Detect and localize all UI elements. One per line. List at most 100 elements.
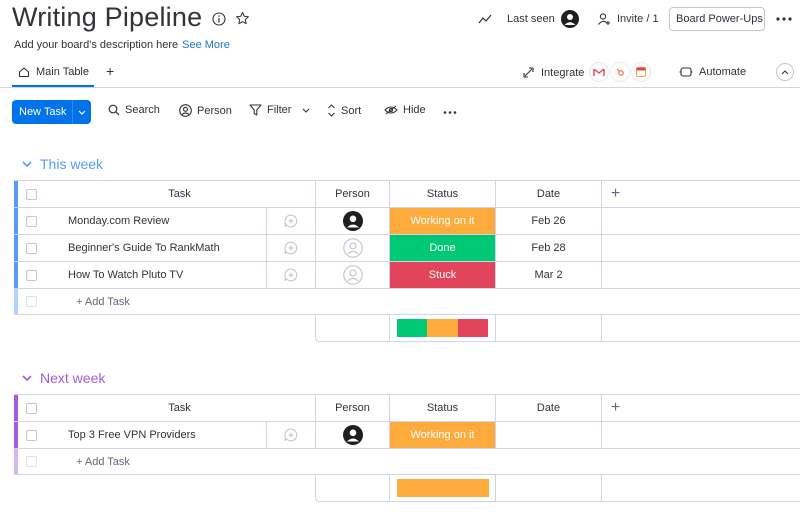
status-cell[interactable]: Stuck [389, 262, 495, 288]
status-label[interactable]: Done [390, 235, 495, 261]
column-header-task[interactable]: Task [168, 402, 191, 414]
board-power-ups-button[interactable]: Board Power-Ups [669, 7, 765, 31]
hide-button[interactable]: Hide [384, 104, 426, 116]
select-all-cell[interactable] [18, 181, 44, 207]
status-segment [427, 319, 458, 337]
board-title[interactable]: Writing Pipeline [12, 2, 203, 32]
status-cell[interactable]: Done [389, 235, 495, 261]
task-name[interactable]: How To Watch Pluto TV [68, 269, 184, 281]
person-cell[interactable] [315, 235, 389, 261]
add-view-button[interactable]: + [106, 63, 115, 79]
table-row[interactable]: Monday.com Review Working on it Feb 26 [14, 208, 800, 235]
search-button[interactable]: Search [108, 104, 160, 116]
status-label[interactable]: Stuck [390, 262, 495, 288]
status-cell[interactable]: Working on it [389, 422, 495, 448]
more-options-icon[interactable] [776, 17, 792, 21]
date-cell[interactable]: Mar 2 [495, 262, 601, 288]
add-task-row[interactable]: + Add Task [14, 289, 800, 315]
group-next-week-header[interactable]: Next week [22, 370, 105, 386]
add-update-button[interactable] [266, 235, 315, 261]
add-update-button[interactable] [266, 208, 315, 234]
collapse-header-button[interactable] [776, 63, 794, 81]
person-cell[interactable] [315, 208, 389, 234]
task-name[interactable]: Monday.com Review [68, 215, 170, 227]
column-header-date[interactable]: Date [495, 181, 601, 207]
column-header-person[interactable]: Person [315, 181, 389, 207]
add-task-row[interactable]: + Add Task [14, 449, 800, 475]
chevron-down-icon[interactable] [22, 375, 32, 381]
date-cell[interactable]: Feb 28 [495, 235, 601, 261]
person-cell[interactable] [315, 262, 389, 288]
table-row[interactable]: Beginner's Guide To RankMath Done Feb 28 [14, 235, 800, 262]
invite-button[interactable]: Invite / 1 [597, 12, 659, 26]
status-distribution-bar[interactable] [396, 479, 489, 497]
toolbar-more-icon[interactable] [443, 111, 457, 114]
group-color-bar-light [14, 288, 18, 315]
empty-cell [601, 262, 800, 288]
add-column-button[interactable]: + [601, 181, 629, 207]
add-task-input[interactable]: + Add Task [76, 455, 130, 468]
checkbox[interactable] [25, 242, 37, 254]
chevron-down-icon[interactable] [302, 108, 310, 113]
add-column-button[interactable]: + [601, 395, 629, 421]
status-summary-cell[interactable] [389, 315, 495, 341]
column-header-date[interactable]: Date [495, 395, 601, 421]
person-cell[interactable] [315, 422, 389, 448]
last-seen-button[interactable]: Last seen [507, 10, 579, 28]
person-filter-button[interactable]: Person [179, 104, 232, 117]
checkbox[interactable] [25, 188, 37, 200]
date-cell[interactable] [495, 422, 601, 448]
board-description[interactable]: Add your board's description here See Mor… [14, 39, 230, 51]
empty-cell [601, 208, 800, 234]
status-cell[interactable]: Working on it [389, 208, 495, 234]
checkbox[interactable] [25, 429, 37, 441]
sort-button[interactable]: Sort [327, 104, 361, 117]
search-icon [108, 104, 120, 116]
status-distribution-bar[interactable] [396, 319, 489, 337]
row-select-cell[interactable] [18, 235, 44, 261]
select-all-cell[interactable] [18, 395, 44, 421]
task-name[interactable]: Beginner's Guide To RankMath [68, 242, 220, 254]
row-select-cell[interactable] [18, 208, 44, 234]
filter-button[interactable]: Filter [249, 104, 310, 116]
add-update-button[interactable] [266, 262, 315, 288]
group-title[interactable]: This week [40, 156, 104, 172]
star-icon[interactable] [235, 11, 250, 26]
group-this-week-header[interactable]: This week [22, 156, 103, 172]
column-header-status[interactable]: Status [389, 395, 495, 421]
user-avatar-icon [342, 425, 363, 445]
column-header-status[interactable]: Status [389, 181, 495, 207]
filter-label: Filter [267, 104, 292, 116]
automate-label: Automate [699, 66, 747, 78]
date-cell[interactable]: Feb 26 [495, 208, 601, 234]
activity-icon[interactable] [478, 13, 492, 25]
group-title[interactable]: Next week [40, 370, 106, 386]
table-row[interactable]: How To Watch Pluto TV Stuck Mar 2 [14, 262, 800, 289]
column-header-person[interactable]: Person [315, 395, 389, 421]
add-task-input[interactable]: + Add Task [76, 295, 130, 308]
chevron-down-icon[interactable] [22, 161, 32, 167]
integrate-button[interactable]: Integrate [522, 66, 584, 79]
status-summary-cell[interactable] [389, 475, 495, 501]
automate-button[interactable]: Automate [679, 66, 746, 78]
row-select-cell[interactable] [18, 262, 44, 288]
task-name[interactable]: Top 3 Free VPN Providers [68, 429, 196, 441]
new-task-button[interactable]: New Task [12, 100, 91, 124]
checkbox [25, 296, 37, 307]
column-header-task[interactable]: Task [168, 188, 191, 200]
see-more-link[interactable]: See More [182, 39, 230, 51]
tab-main-table[interactable]: Main Table [18, 66, 89, 78]
checkbox[interactable] [25, 402, 37, 414]
table-row[interactable]: Top 3 Free VPN Providers Working on it [14, 422, 800, 449]
chevron-down-icon[interactable] [73, 110, 91, 115]
checkbox[interactable] [25, 215, 37, 227]
row-select-cell [18, 449, 44, 474]
status-segment [457, 319, 489, 337]
checkbox[interactable] [25, 269, 37, 281]
status-label[interactable]: Working on it [390, 208, 495, 234]
status-label[interactable]: Working on it [390, 422, 495, 448]
tab-main-table-label: Main Table [36, 66, 89, 78]
row-select-cell[interactable] [18, 422, 44, 448]
info-icon[interactable] [212, 12, 226, 26]
add-update-button[interactable] [266, 422, 315, 448]
